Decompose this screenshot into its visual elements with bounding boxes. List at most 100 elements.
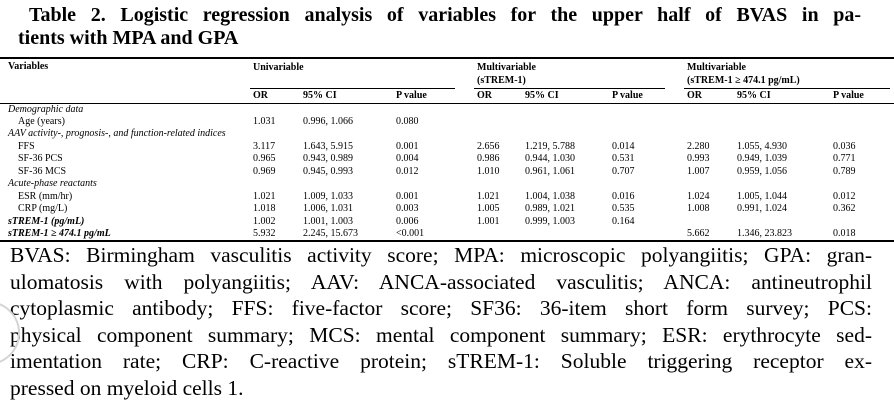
multi2-p-cell <box>830 216 894 229</box>
multi2-p-cell: 0.362 <box>833 203 856 215</box>
multi2-or-cell: 0.993 <box>687 153 710 165</box>
row-label: ESR (mm/hr) <box>18 190 73 202</box>
table-row: FFS 3.117 1.643, 5.915 0.001 2.656 1.219… <box>0 141 894 154</box>
multi1-or-cell: 1.001 <box>477 215 500 227</box>
table-title: Table 2. Logistic regression analysis of… <box>18 4 861 50</box>
multi2-or-cell: 1.008 <box>687 203 710 215</box>
uni-ci-cell: 0.996, 1.066 <box>303 115 353 127</box>
uni-ci-cell: 2.245, 15.673 <box>303 228 358 239</box>
table-title-line1: Table 2. Logistic regression analysis of… <box>29 4 861 26</box>
table-row: ESR (mm/hr) 1.021 1.009, 1.033 0.001 1.0… <box>0 191 894 204</box>
uni-p-cell: 0.012 <box>396 165 419 177</box>
uni-or-cell: 0.965 <box>253 153 276 165</box>
multi2-p-cell: 0.018 <box>833 228 856 239</box>
table-title-line2: tients with MPA and GPA <box>18 27 239 49</box>
multi1-p-cell: 0.531 <box>612 153 635 165</box>
uni-or-cell: 0.969 <box>253 165 276 177</box>
table-row: CRP (mg/L) 1.018 1.006, 1.031 0.003 1.00… <box>0 203 894 216</box>
multi2-ci-cell: 0.991, 1.024 <box>737 203 788 215</box>
row-label: Demographic data <box>8 103 84 115</box>
uni-p-cell: 0.003 <box>396 203 419 215</box>
multi1-p-header: P value <box>609 89 685 104</box>
multi1-or-cell: 0.986 <box>477 153 500 165</box>
uni-p-cell: 0.006 <box>396 215 419 227</box>
table-row: Age (years) 1.031 0.996, 1.066 0.080 <box>0 116 894 129</box>
uni-ci-header: 95% CI <box>300 89 393 104</box>
multi2-ci-cell: 1.346, 23.823 <box>737 228 793 239</box>
multi2-or-cell: 1.024 <box>687 190 710 202</box>
multi1-p-cell: 0.014 <box>612 140 635 152</box>
footnote-line: physical component summary; MCS: mental … <box>10 322 872 347</box>
uni-or-cell: 1.018 <box>253 203 276 215</box>
multi2-p-cell <box>830 128 894 141</box>
multi1-ci-cell <box>522 103 609 116</box>
uni-ci-cell <box>300 178 393 191</box>
group-header-row: Variables Univariable Multivariable (sTR… <box>0 58 894 104</box>
multi2-or-cell <box>684 128 734 141</box>
multi2-ci-cell <box>734 216 830 229</box>
footnote-line: imentation rate; CRP: C-reactive protein… <box>10 349 872 373</box>
uni-or-cell: 1.031 <box>253 115 276 127</box>
multi2-ci-cell <box>734 103 830 116</box>
multi2-p-cell: 0.789 <box>833 165 856 177</box>
table-row: SF-36 PCS 0.965 0.943, 0.989 0.004 0.986… <box>0 153 894 166</box>
multi1-or-cell <box>474 178 522 191</box>
uni-p-cell: 0.004 <box>396 153 419 165</box>
uni-or-cell <box>250 128 300 141</box>
uni-or-cell: 1.002 <box>253 215 276 227</box>
multi1-p-cell: 0.164 <box>612 215 635 227</box>
multi2-p-header: P value <box>830 89 894 104</box>
table-row: AAV activity-, prognosis-, and function-… <box>0 128 894 141</box>
multi1-ci-cell <box>522 178 609 191</box>
multi2-or-cell <box>684 103 734 116</box>
footnote-line: pressed on myeloid cells 1. <box>10 375 244 400</box>
multi1-p-cell <box>609 103 684 116</box>
row-label: FFS <box>18 140 35 152</box>
column-header-variables: Variables <box>0 58 250 104</box>
row-label: AAV activity-, prognosis-, and function-… <box>8 128 226 140</box>
multi1-p-cell: 0.707 <box>612 165 635 177</box>
group-header-multivariable-strem1-line2: (sTREM-1) <box>477 75 526 86</box>
multi1-ci-cell: 1.219, 5.788 <box>525 140 575 152</box>
multi1-or-cell: 1.010 <box>477 165 500 177</box>
multi2-ci-cell <box>734 128 830 141</box>
table-row: Demographic data <box>0 103 894 116</box>
table-row: SF-36 MCS 0.969 0.945, 0.993 0.012 1.010… <box>0 166 894 179</box>
multi2-ci-cell <box>734 178 830 191</box>
group-header-multivariable-strem1-line1: Multivariable <box>477 62 536 73</box>
multi2-or-cell: 1.007 <box>687 165 710 177</box>
multi2-or-cell: 5.662 <box>687 228 710 239</box>
row-label: Age (years) <box>18 115 65 127</box>
uni-ci-cell: 1.001, 1.003 <box>303 215 353 227</box>
multi1-ci-cell <box>522 116 609 129</box>
multi1-or-cell: 1.021 <box>477 190 500 202</box>
uni-p-cell: 0.080 <box>396 115 419 127</box>
table-row: Acute-phase reactants <box>0 178 894 191</box>
multi2-ci-cell: 0.959, 1.056 <box>737 165 788 177</box>
multi1-or-cell <box>474 103 522 116</box>
multi1-or-cell <box>474 128 522 141</box>
multi1-p-cell: 0.016 <box>612 190 635 202</box>
uni-ci-cell: 0.945, 0.993 <box>303 165 353 177</box>
multi1-or-cell: 2.656 <box>477 140 500 152</box>
multi1-p-cell <box>609 128 684 141</box>
multi1-ci-cell <box>522 128 609 141</box>
group-header-multivariable-strem1-cutoff-line1: Multivariable <box>687 62 746 73</box>
uni-ci-cell: 1.006, 1.031 <box>303 203 353 215</box>
multi1-ci-cell: 1.004, 1.038 <box>525 190 575 202</box>
uni-or-cell: 5.932 <box>253 228 276 239</box>
uni-or-cell: 1.021 <box>253 190 276 202</box>
group-header-multivariable-strem1-cutoff: Multivariable (sTREM-1 ≥ 474.1 pg/mL) <box>684 58 894 89</box>
multi1-ci-cell <box>522 228 609 241</box>
uni-ci-cell: 1.643, 5.915 <box>303 140 353 152</box>
footnote-line: ulomatosis with polyangiitis; AAV: ANCA-… <box>10 269 872 294</box>
uni-ci-cell: 0.943, 0.989 <box>303 153 353 165</box>
row-label: Acute-phase reactants <box>8 178 97 190</box>
row-label: CRP (mg/L) <box>18 203 68 215</box>
multi2-p-cell: 0.771 <box>833 153 856 165</box>
uni-ci-cell <box>300 103 393 116</box>
multi1-p-cell <box>609 116 684 129</box>
uni-p-cell <box>393 128 474 141</box>
uni-p-cell <box>393 103 474 116</box>
